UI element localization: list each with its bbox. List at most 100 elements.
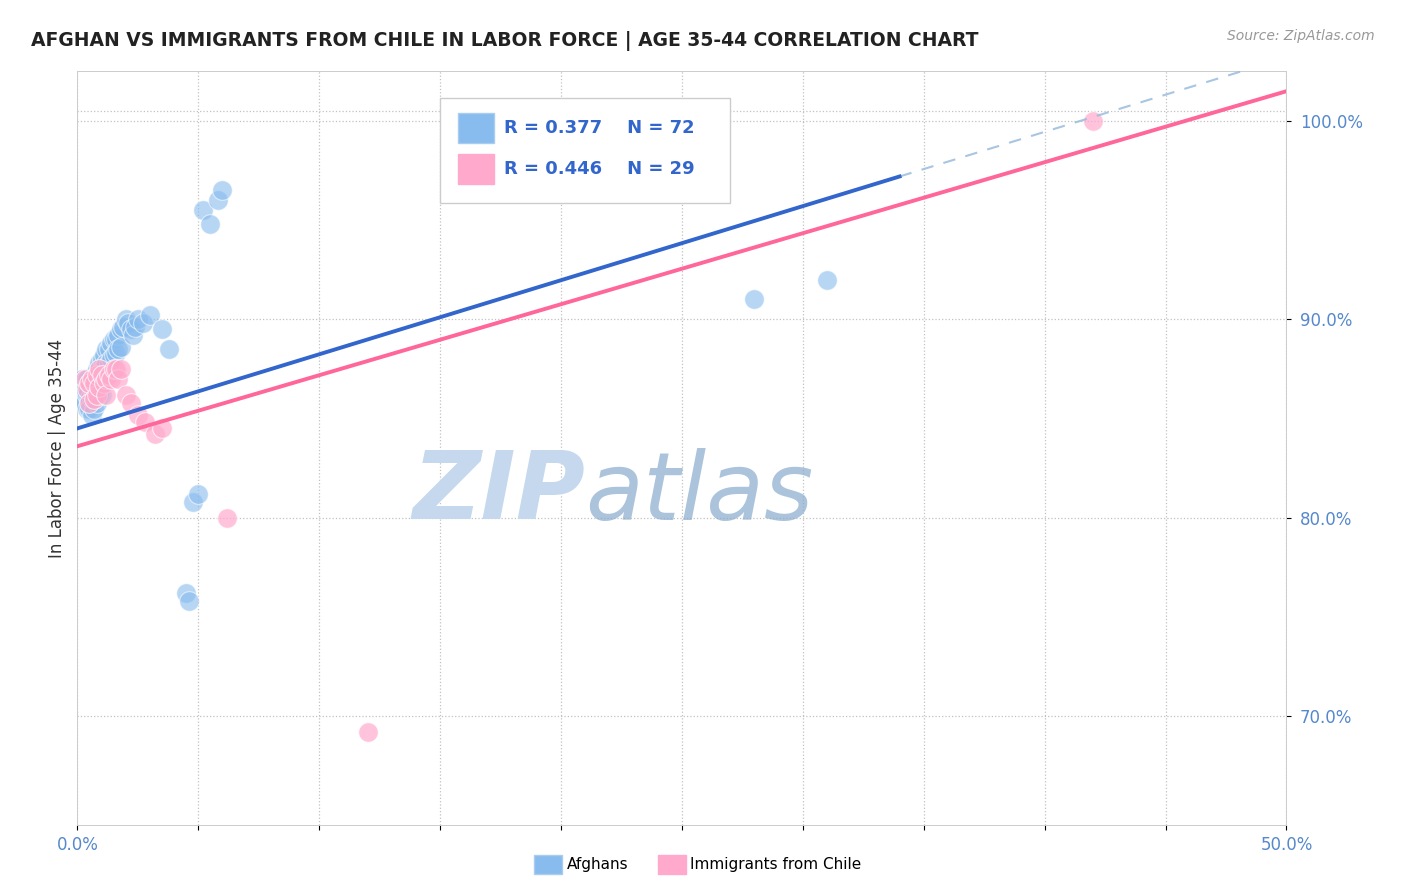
Point [80, 408, 103, 422]
Point [86, 382, 108, 396]
Point [96, 356, 118, 370]
Point [110, 340, 132, 354]
Point [103, 362, 125, 376]
Text: AFGHAN VS IMMIGRANTS FROM CHILE IN LABOR FORCE | AGE 35-44 CORRELATION CHART: AFGHAN VS IMMIGRANTS FROM CHILE IN LABOR… [31, 31, 979, 51]
Point [96, 342, 118, 356]
Point [120, 322, 142, 336]
Point [70, 372, 93, 386]
Point [90, 372, 112, 386]
Point [174, 586, 197, 600]
Point [117, 316, 139, 330]
Point [217, 510, 239, 524]
Point [87, 387, 110, 401]
Point [96, 372, 118, 386]
Point [100, 372, 122, 386]
Text: atlas: atlas [585, 448, 814, 539]
Point [477, 114, 499, 128]
Point [83, 376, 105, 390]
Point [93, 372, 115, 386]
Point [122, 328, 145, 343]
Point [103, 332, 125, 346]
Point [97, 356, 120, 370]
Point [200, 217, 222, 231]
Point [93, 359, 115, 374]
Point [110, 362, 132, 376]
Point [150, 322, 173, 336]
Point [100, 336, 122, 351]
Point [150, 421, 173, 435]
Point [815, 272, 838, 286]
Point [76, 387, 98, 401]
Point [86, 395, 108, 409]
Point [191, 203, 214, 218]
Point [96, 368, 118, 382]
Point [139, 309, 162, 323]
Point [86, 362, 108, 376]
Text: Source: ZipAtlas.com: Source: ZipAtlas.com [1227, 29, 1375, 43]
Point [107, 328, 129, 343]
Point [1081, 114, 1104, 128]
Text: R = 0.377    N = 72: R = 0.377 N = 72 [505, 119, 695, 136]
Point [86, 368, 108, 382]
Point [79, 395, 101, 409]
Text: ZIP: ZIP [412, 448, 585, 540]
Point [83, 401, 105, 416]
Point [124, 320, 146, 334]
Point [83, 392, 105, 406]
Point [90, 368, 112, 382]
Point [83, 376, 105, 390]
Point [73, 395, 96, 409]
Point [110, 322, 132, 336]
FancyBboxPatch shape [440, 98, 730, 203]
Point [87, 368, 110, 382]
Point [80, 382, 103, 396]
Point [87, 362, 110, 376]
Point [157, 342, 180, 356]
Point [100, 351, 122, 366]
Point [356, 724, 378, 739]
Point [114, 387, 136, 401]
Point [211, 183, 233, 197]
Point [73, 372, 96, 386]
Point [207, 194, 229, 208]
Point [120, 395, 142, 409]
Point [97, 368, 120, 382]
Point [87, 356, 110, 370]
Point [183, 495, 205, 509]
Point [80, 372, 103, 386]
Point [93, 348, 115, 362]
Point [80, 372, 103, 386]
Point [97, 368, 120, 382]
Point [97, 342, 120, 356]
Text: Immigrants from Chile: Immigrants from Chile [690, 857, 862, 871]
Point [83, 387, 105, 401]
Point [79, 376, 101, 390]
Text: Afghans: Afghans [567, 857, 628, 871]
Point [105, 346, 128, 360]
Point [127, 312, 149, 326]
Point [90, 362, 112, 376]
Point [107, 342, 129, 356]
Point [86, 387, 108, 401]
Point [87, 380, 110, 394]
Point [187, 487, 209, 501]
Point [73, 382, 96, 396]
Y-axis label: In Labor Force | Age 35-44: In Labor Force | Age 35-44 [48, 339, 66, 558]
Point [83, 368, 105, 382]
Point [550, 114, 572, 128]
Point [127, 408, 149, 422]
Point [177, 594, 200, 608]
Point [103, 348, 125, 362]
Text: R = 0.446    N = 29: R = 0.446 N = 29 [505, 161, 695, 178]
Point [70, 392, 93, 406]
Point [76, 372, 98, 386]
FancyBboxPatch shape [458, 154, 495, 185]
Point [114, 312, 136, 326]
Point [143, 427, 166, 442]
Point [76, 401, 98, 416]
Point [79, 376, 101, 390]
Point [79, 392, 101, 406]
Point [76, 382, 98, 396]
Point [744, 293, 766, 307]
Point [105, 332, 128, 346]
